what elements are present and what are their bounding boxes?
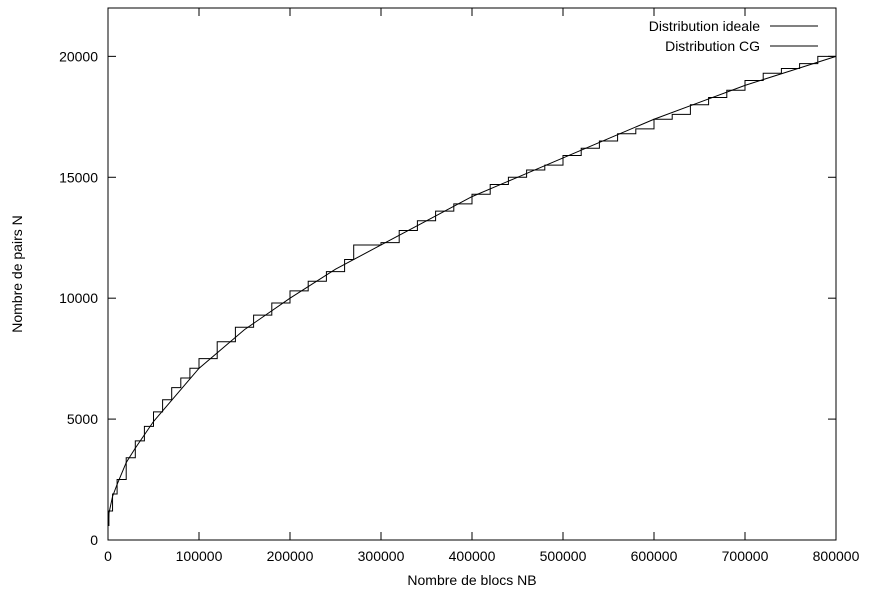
series-line-ideale (107, 55, 837, 526)
y-tick-label: 15000 (59, 169, 98, 185)
legend-label-cg: Distribution CG (665, 38, 760, 54)
y-axis-label: Nombre de pairs N (9, 215, 25, 333)
series-layer (107, 55, 837, 526)
x-tick-label: 800000 (813, 548, 860, 564)
x-tick-label: 500000 (540, 548, 587, 564)
legend: Distribution ideale Distribution CG (649, 18, 818, 54)
x-tick-label: 700000 (722, 548, 769, 564)
y-tick-label: 0 (90, 532, 98, 548)
y-tick-label: 10000 (59, 290, 98, 306)
x-tick-label: 100000 (176, 548, 223, 564)
series-line-cg (108, 55, 836, 526)
x-tick-label: 400000 (449, 548, 496, 564)
x-tick-label: 0 (104, 548, 112, 564)
ticks (107, 8, 837, 541)
x-tick-label: 600000 (631, 548, 678, 564)
tick-labels: 0 100000 200000 300000 400000 500000 600000 700… (59, 48, 860, 564)
x-axis-label: Nombre de blocs NB (407, 572, 536, 588)
legend-label-ideale: Distribution ideale (649, 18, 760, 34)
x-tick-label: 200000 (267, 548, 314, 564)
plot-frame (107, 7, 837, 541)
x-tick-label: 300000 (358, 548, 405, 564)
y-tick-label: 5000 (67, 411, 98, 427)
y-tick-label: 20000 (59, 48, 98, 64)
